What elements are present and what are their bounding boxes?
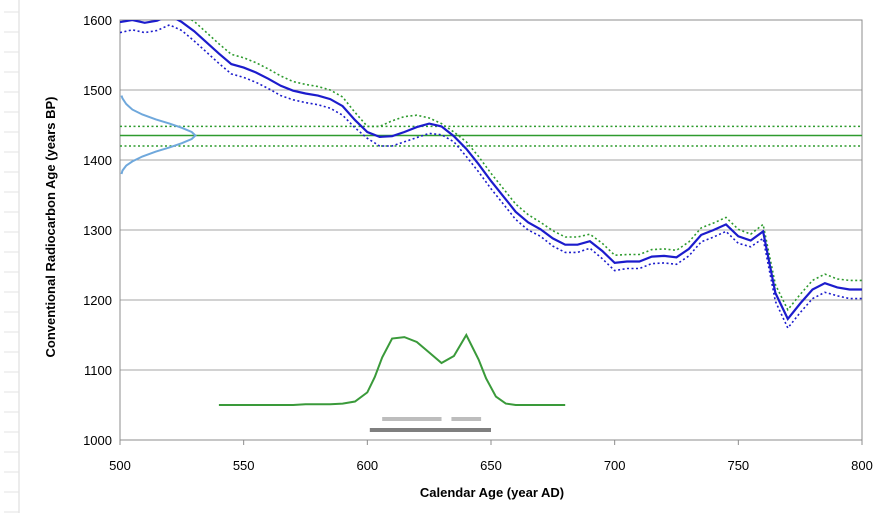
y-tick-labels: 1000 1100 1200 1300 1400 1500 1600 [83,13,112,448]
calibration-upper-bound [190,20,862,312]
calibration-lower-bound [120,24,862,330]
series-group [120,20,862,432]
left-strip-ticks [4,11,19,513]
series-layer [120,20,862,432]
x-tick-label-650: 650 [480,458,502,473]
x-tick-labels: 500 550 600 650 700 750 800 [109,440,873,473]
x-tick-label-800: 800 [851,458,873,473]
y-tick-label-1500: 1500 [83,83,112,98]
y-tick-label-1200: 1200 [83,293,112,308]
y-tick-label-1600: 1600 [83,13,112,28]
radiocarbon-age-distribution [120,95,197,175]
x-tick-label-700: 700 [604,458,626,473]
x-tick-label-600: 600 [356,458,378,473]
calibration-curve [120,20,862,321]
y-tick-label-1100: 1100 [84,363,112,378]
x-tick-label-550: 550 [233,458,255,473]
x-tick-label-750: 750 [727,458,749,473]
x-tick-label-500: 500 [109,458,131,473]
calendar-age-probability [218,332,566,406]
y-tick-label-1000: 1000 [83,433,112,448]
y-axis-title: Conventional Radiocarbon Age (years BP) [43,96,58,357]
y-tick-label-1400: 1400 [83,153,112,168]
x-axis-title: Calendar Age (year AD) [420,485,564,500]
y-tick-label-1300: 1300 [83,223,112,238]
grid-lines [120,19,862,441]
